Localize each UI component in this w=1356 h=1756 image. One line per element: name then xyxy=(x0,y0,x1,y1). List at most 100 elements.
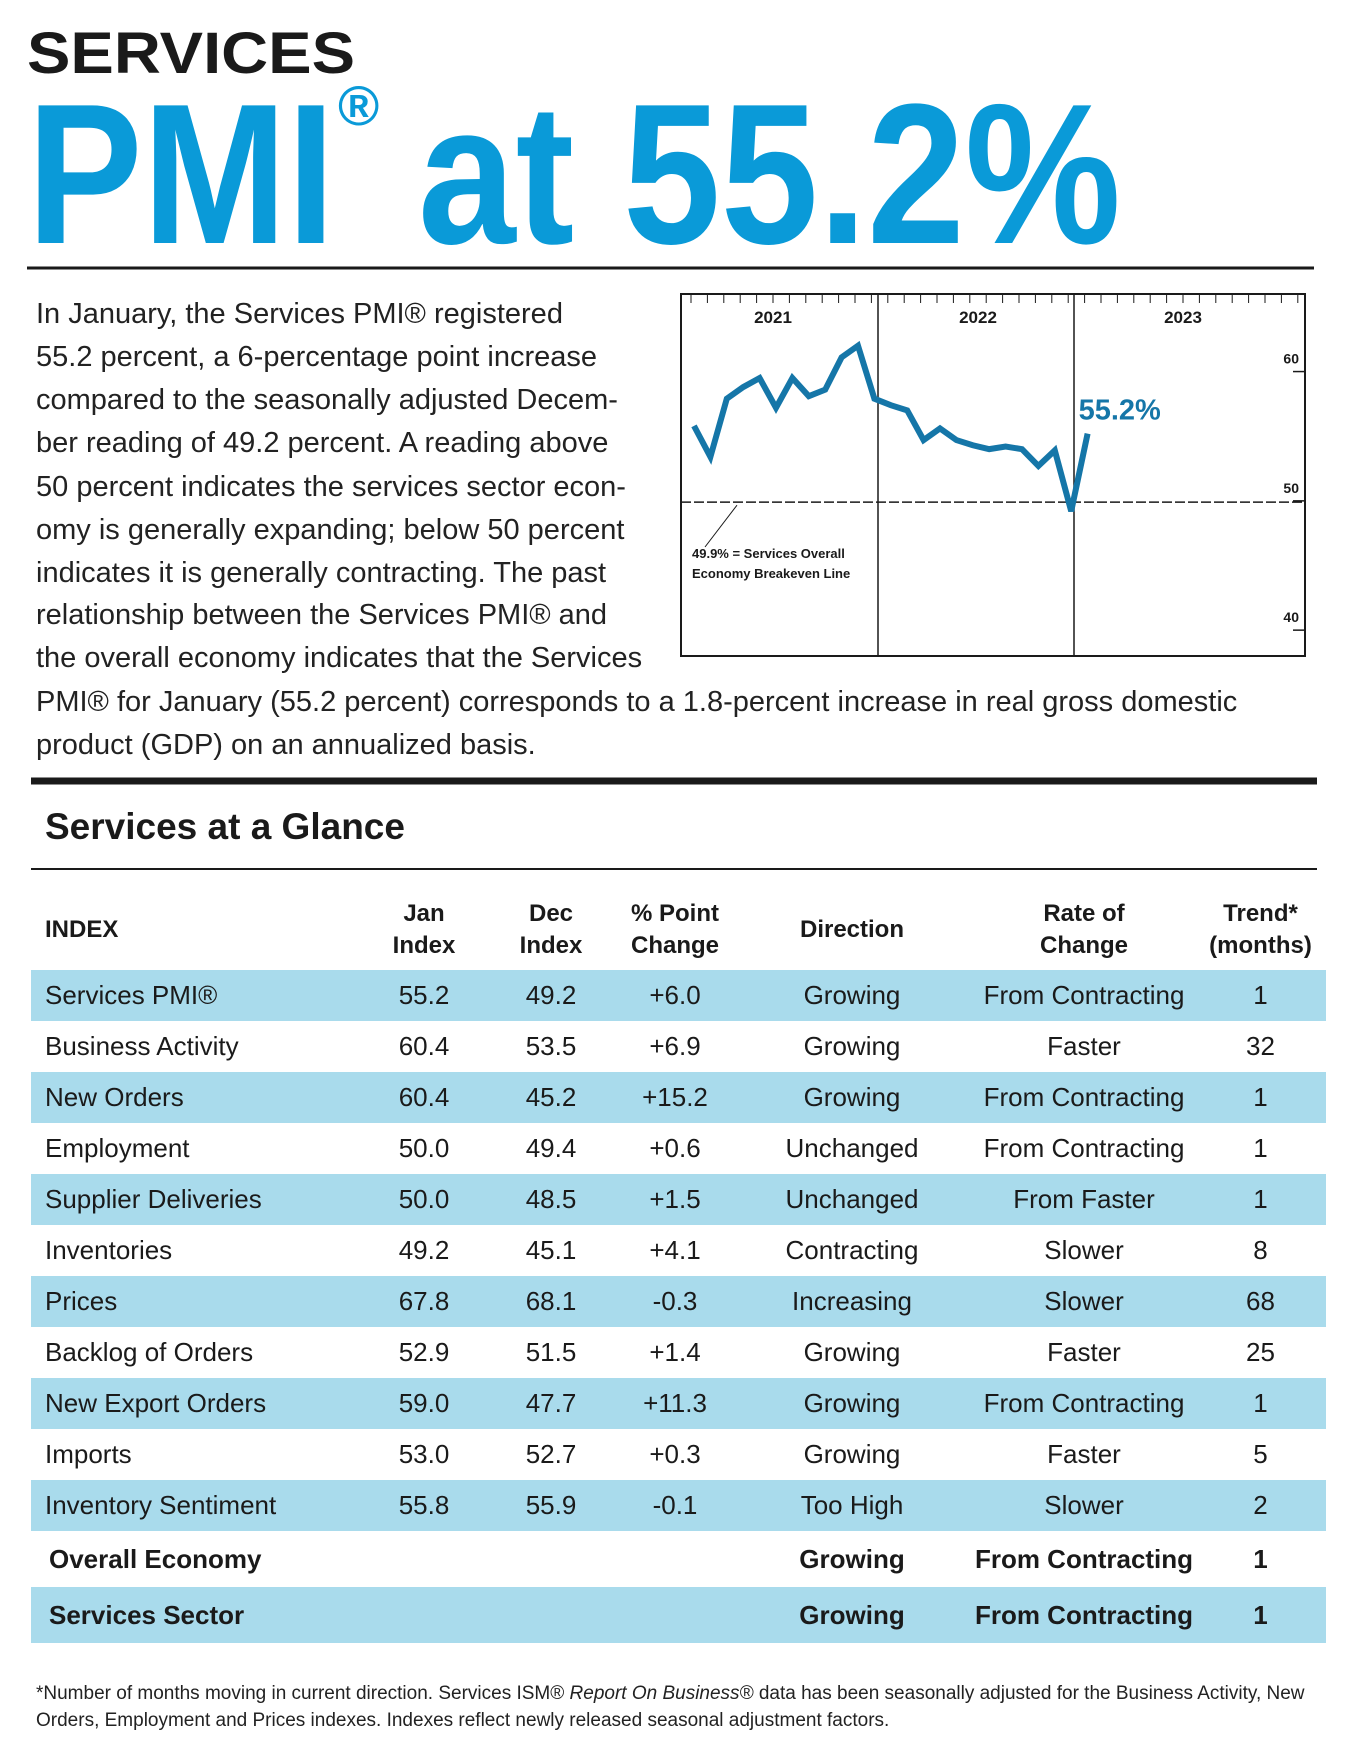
end-label: 55.2% xyxy=(1079,395,1161,427)
table-cell: +1.4 xyxy=(649,1337,701,1367)
table-cell: From Contracting xyxy=(973,1378,1195,1429)
table-cell: 50.0 xyxy=(365,1174,483,1225)
table-cell xyxy=(365,1587,731,1643)
header-text: % Point xyxy=(631,900,719,927)
summary-row: Overall Economy Growing From Contracting 1 xyxy=(31,1531,1326,1587)
table-cell: From Contracting xyxy=(983,1133,1185,1163)
intro-line: PMI® for January (55.2 percent) correspo… xyxy=(36,686,1238,718)
table-cell: Inventories xyxy=(45,1235,173,1265)
table-cell: 68 xyxy=(1195,1276,1326,1327)
table-cell: Backlog of Orders xyxy=(45,1337,254,1367)
table-cell: Faster xyxy=(1047,1031,1121,1061)
header-text: Index xyxy=(519,932,583,959)
header: SERVICES PMI ® at 55.2% xyxy=(27,21,1314,280)
intro-line: the overall economy indicates that the S… xyxy=(36,642,643,674)
table-cell: 49.2 xyxy=(398,1235,450,1265)
table-cell: +0.6 xyxy=(649,1133,701,1163)
table-row: Employment 50.0 49.4 +0.6 Unchanged From Cont… xyxy=(31,1123,1326,1174)
y-tick-label: 60 xyxy=(1283,351,1299,367)
table-cell: 45.2 xyxy=(483,1072,619,1123)
table-cell: +1.5 xyxy=(619,1174,731,1225)
table-cell: Growing xyxy=(799,1543,905,1574)
table-cell: -0.1 xyxy=(619,1480,731,1531)
table-cell: 49.4 xyxy=(525,1133,577,1163)
intro-line: omy is generally expanding; below 50 per… xyxy=(36,514,625,546)
table-cell xyxy=(365,1531,731,1587)
table-row: Inventories 49.2 45.1 +4.1 Contracting Slower… xyxy=(31,1225,1326,1276)
table-cell: 1 xyxy=(1195,1072,1326,1123)
table-cell: 1 xyxy=(1195,1587,1326,1643)
table-row: Inventory Sentiment 55.8 55.9 -0.1 Too High S… xyxy=(31,1480,1326,1531)
table-cell: +6.9 xyxy=(649,1031,701,1061)
footnote-text: data has been seasonally adjusted for th… xyxy=(36,1683,1305,1731)
table-cell: Contracting xyxy=(785,1235,919,1265)
header-cell: % Point Change xyxy=(619,890,731,970)
table-row: New Export Orders 59.0 47.7 +11.3 Growing Fro… xyxy=(31,1378,1326,1429)
table-cell: 47.7 xyxy=(483,1378,619,1429)
section-title: Services at a Glance xyxy=(45,806,405,847)
intro-line: ber reading of 49.2 percent. A reading a… xyxy=(36,427,609,459)
intro-line: 50 percent indicates the services sector… xyxy=(36,471,626,503)
table-cell: 55.8 xyxy=(365,1480,483,1531)
footnote-text: *Number of months moving in current dire… xyxy=(36,1683,570,1704)
header-cell: Direction xyxy=(731,890,973,970)
header-text: Direction xyxy=(799,916,904,943)
table-cell: Prices xyxy=(31,1276,365,1327)
table-row: Imports 53.0 52.7 +0.3 Growing Faster 5 xyxy=(31,1429,1326,1480)
footnote-text: Report On Business® xyxy=(569,1683,754,1704)
table-cell: 5 xyxy=(1253,1439,1268,1469)
table-cell: Slower xyxy=(1044,1235,1124,1265)
table-cell: +4.1 xyxy=(649,1235,701,1265)
table-cell: Growing xyxy=(803,1031,901,1061)
kicker: SERVICES xyxy=(27,21,355,86)
table-row: New Orders 60.4 45.2 +15.2 Growing From Contr… xyxy=(31,1072,1326,1123)
table-cell: Supplier Deliveries xyxy=(31,1174,365,1225)
header-text: Change xyxy=(630,932,719,959)
table-cell: Faster xyxy=(1047,1439,1121,1469)
header-cell: Dec Index xyxy=(483,890,619,970)
table-cell: 48.5 xyxy=(483,1174,619,1225)
header-row: INDEX Jan Index Dec Index % Point Change Direct… xyxy=(31,890,1326,970)
table-cell: 1 xyxy=(1195,970,1326,1021)
table-cell: 1 xyxy=(1195,1378,1326,1429)
table-cell: Unchanged xyxy=(731,1174,973,1225)
table-cell: Increasing xyxy=(731,1276,973,1327)
header-cell: Trend* (months) xyxy=(1195,890,1326,970)
table-cell: 52.9 xyxy=(398,1337,450,1367)
table-cell: New Export Orders xyxy=(31,1378,365,1429)
table-cell: From Faster xyxy=(973,1174,1195,1225)
table-cell: 51.5 xyxy=(525,1337,577,1367)
table-cell: 55.9 xyxy=(483,1480,619,1531)
table-cell: From Contracting xyxy=(973,970,1195,1021)
table-cell: 53.0 xyxy=(398,1439,450,1469)
year-label: 2021 xyxy=(754,308,792,327)
header-text: INDEX xyxy=(45,916,119,943)
pmi-line xyxy=(691,340,1091,512)
table-cell: +11.3 xyxy=(619,1378,731,1429)
table-cell: 2 xyxy=(1195,1480,1326,1531)
table-cell: Services PMI® xyxy=(31,970,365,1021)
y-tick-label: 50 xyxy=(1283,480,1299,496)
table-cell: Growing xyxy=(731,970,973,1021)
table-cell: 60.4 xyxy=(365,1072,483,1123)
header-cell: INDEX xyxy=(31,890,365,970)
table-row: Supplier Deliveries 50.0 48.5 +1.5 Unchanged… xyxy=(31,1174,1326,1225)
y-tick-label: 40 xyxy=(1283,609,1299,625)
header-text: (months) xyxy=(1209,932,1312,959)
chart: 2021 2022 2023 40 50 60 49.9% = Services Overa… xyxy=(680,293,1306,657)
table-cell: Services Sector xyxy=(31,1587,365,1643)
table-cell: 45.1 xyxy=(525,1235,577,1265)
table-cell: Too High xyxy=(731,1480,973,1531)
table-cell: Faster xyxy=(1047,1337,1121,1367)
header-text: Jan xyxy=(403,900,445,927)
table-cell: 25 xyxy=(1246,1337,1275,1367)
summary-row: Services Sector Growing From Contracting 1 xyxy=(31,1587,1326,1643)
table-cell: Business Activity xyxy=(45,1031,239,1061)
header-cell: Jan Index xyxy=(365,890,483,970)
intro-line: product (GDP) on an annualized basis. xyxy=(36,729,536,761)
section-head: Services at a Glance xyxy=(31,777,1317,870)
table-cell: Unchanged xyxy=(785,1133,919,1163)
table-cell: Inventory Sentiment xyxy=(31,1480,365,1531)
table-cell: Growing xyxy=(731,1587,973,1643)
